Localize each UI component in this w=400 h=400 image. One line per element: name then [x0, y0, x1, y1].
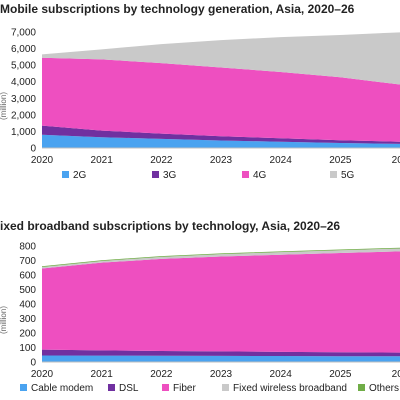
- broadband-legend-label-fiber: Fiber: [173, 383, 196, 394]
- broadband-x-tick-label: 2023: [210, 369, 233, 380]
- broadband-legend-label-others: Others: [369, 383, 399, 394]
- mobile-y-tick-label: 5,000: [11, 61, 36, 72]
- broadband-legend-swatch-others: [358, 384, 365, 391]
- broadband-y-tick-label: 200: [19, 329, 36, 340]
- mobile-y-tick-label: 3,000: [11, 94, 36, 105]
- mobile-x-tick-label: 2023: [210, 155, 233, 166]
- broadband-area-fiber: [42, 251, 400, 353]
- broadband-y-tick-label: 500: [19, 285, 36, 296]
- broadband-y-tick-label: 0: [30, 358, 36, 369]
- fixed-broadband-chart: 0 100 200 300 400 500 600 700 800 (million) 2020 20…: [0, 242, 400, 394]
- mobile-y-axis-label: (million): [0, 92, 8, 120]
- broadband-area-dsl: [42, 349, 400, 357]
- mobile-x-tick-label: 2025: [329, 155, 352, 166]
- broadband-y-tick-label: 400: [19, 300, 36, 311]
- mobile-x-tick-label: 202: [392, 155, 400, 166]
- mobile-x-tick-label: 2024: [270, 155, 293, 166]
- mobile-legend-swatch-5g: [330, 171, 337, 178]
- broadband-x-tick-label: 2021: [91, 369, 114, 380]
- mobile-y-tick-label: 0: [30, 144, 36, 155]
- mobile-x-tick-label: 2022: [150, 155, 173, 166]
- chart-1-title: Mobile subscriptions by technology gener…: [0, 2, 355, 16]
- mobile-area-4g: [42, 57, 400, 142]
- mobile-legend-label-3g: 3G: [163, 170, 177, 181]
- broadband-y-tick-label: 800: [19, 242, 36, 253]
- broadband-y-axis-label: (million): [0, 306, 8, 334]
- mobile-area-3g: [42, 125, 400, 144]
- broadband-y-tick-label: 700: [19, 256, 36, 267]
- broadband-area-cable-modem: [42, 355, 400, 362]
- mobile-legend-swatch-2g: [62, 171, 69, 178]
- broadband-x-tick-label: 2022: [150, 369, 173, 380]
- broadband-x-tick-label: 2020: [31, 369, 54, 380]
- mobile-area-2g: [42, 134, 400, 148]
- mobile-area-5g: [42, 32, 400, 85]
- broadband-legend-label-cable-modem: Cable modem: [31, 383, 93, 394]
- broadband-legend-swatch-fiber: [162, 384, 169, 391]
- mobile-legend-label-5g: 5G: [341, 170, 355, 181]
- mobile-y-tick-label: 6,000: [11, 44, 36, 55]
- mobile-legend-swatch-3g: [152, 171, 159, 178]
- broadband-legend-swatch-fixed-wireless-broadband: [222, 384, 229, 391]
- mobile-x-tick-label: 2021: [91, 155, 114, 166]
- broadband-x-tick-label: 2024: [270, 369, 293, 380]
- broadband-area-fixed-wireless-broadband: [42, 248, 400, 269]
- broadband-x-tick-label: 202: [392, 369, 400, 380]
- broadband-legend-swatch-cable-modem: [20, 384, 27, 391]
- mobile-y-tick-label: 7,000: [11, 28, 36, 39]
- mobile-legend-label-4g: 4G: [253, 170, 267, 181]
- broadband-legend-label-fixed-wireless-broadband: Fixed wireless broadband: [233, 383, 347, 394]
- broadband-y-tick-label: 100: [19, 343, 36, 354]
- broadband-y-tick-label: 600: [19, 271, 36, 282]
- mobile-subscriptions-chart: 0 1,000 2,000 3,000 4,000 5,000 6,000 7,000 (mil…: [0, 28, 400, 181]
- mobile-y-tick-label: 1,000: [11, 127, 36, 138]
- broadband-y-tick-label: 300: [19, 314, 36, 325]
- mobile-legend-swatch-4g: [242, 171, 249, 178]
- mobile-legend-label-2g: 2G: [73, 170, 87, 181]
- mobile-x-tick-label: 2020: [31, 155, 54, 166]
- mobile-y-tick-label: 4,000: [11, 77, 36, 88]
- chart-2-title: ixed broadband subscriptions by technolo…: [0, 219, 341, 233]
- broadband-legend-swatch-dsl: [108, 384, 115, 391]
- mobile-y-tick-label: 2,000: [11, 110, 36, 121]
- broadband-x-tick-label: 2025: [329, 369, 352, 380]
- broadband-legend-label-dsl: DSL: [119, 383, 139, 394]
